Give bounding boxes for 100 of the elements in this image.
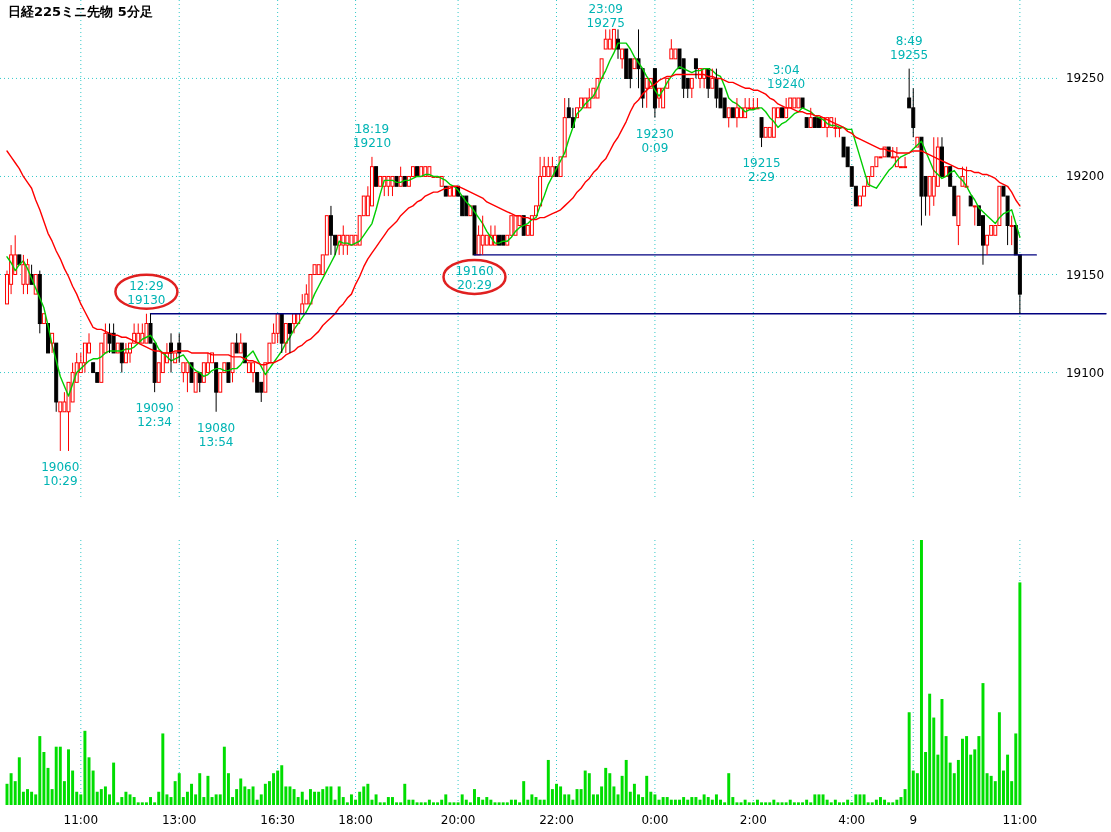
bar: [239, 778, 243, 805]
candlestick: [964, 166, 969, 188]
bar: [99, 789, 103, 805]
bar: [509, 799, 513, 805]
candlestick: [644, 77, 649, 109]
bar: [764, 802, 768, 805]
bar: [17, 757, 21, 805]
bar: [83, 730, 87, 805]
bar: [222, 746, 226, 805]
annotation: 19215 2:29: [742, 156, 781, 185]
bar: [349, 794, 353, 805]
bar: [690, 797, 694, 805]
bar: [411, 799, 415, 805]
candlestick: [107, 323, 112, 354]
bar: [30, 791, 34, 805]
candlestick: [275, 313, 280, 344]
annotation: 8:49 19255: [890, 33, 929, 62]
bar: [288, 786, 292, 805]
bar: [501, 802, 505, 805]
candlestick: [480, 215, 485, 256]
y-tick-label: 19100: [1065, 365, 1105, 380]
bar: [813, 794, 817, 805]
bar: [829, 802, 833, 805]
candlestick: [300, 293, 305, 315]
bar: [653, 794, 657, 805]
bar: [891, 802, 895, 805]
bar: [989, 775, 993, 805]
bar: [325, 786, 329, 805]
bar: [977, 736, 981, 805]
x-tick-label: 2:00: [739, 813, 767, 827]
annotation: 18:19 19210: [352, 121, 392, 150]
bar: [883, 799, 887, 805]
bar: [103, 786, 107, 805]
bar: [132, 797, 136, 805]
bar: [559, 786, 563, 805]
bar: [386, 797, 390, 805]
bar: [300, 791, 304, 805]
candlestick: [620, 48, 625, 70]
bar: [54, 746, 58, 805]
bar: [706, 797, 710, 805]
bar: [854, 794, 858, 805]
bar: [583, 770, 587, 805]
bar: [210, 797, 214, 805]
bar: [624, 759, 628, 805]
y-tick-label: 19250: [1065, 71, 1105, 86]
bar: [604, 767, 608, 805]
bar: [489, 799, 493, 805]
bar: [821, 794, 825, 805]
candlestick: [386, 175, 391, 197]
x-tick-label: 13:00: [161, 813, 197, 827]
bar: [751, 802, 755, 805]
candlestick: [607, 28, 612, 50]
bar: [308, 789, 312, 805]
bar: [436, 802, 440, 805]
chart-title: 日経225ミニ先物 5分足: [8, 4, 153, 19]
bar: [374, 794, 378, 805]
bar: [444, 794, 448, 805]
candlestick: [144, 313, 149, 344]
x-tick-label: 4:00: [838, 813, 866, 827]
bar: [678, 799, 681, 805]
bar: [505, 802, 509, 805]
bar: [919, 540, 923, 805]
bar: [760, 802, 764, 805]
bar: [682, 797, 686, 805]
bar: [366, 783, 370, 805]
bar: [632, 783, 636, 805]
bar: [460, 794, 464, 805]
bar: [768, 802, 772, 805]
bar: [846, 799, 850, 805]
x-tick-label: 9: [909, 813, 918, 827]
bar: [190, 783, 194, 805]
candlestick: [603, 28, 608, 50]
bar: [317, 791, 321, 805]
bar: [665, 797, 669, 805]
candlestick: [919, 136, 924, 226]
bar: [149, 797, 152, 805]
bar: [9, 773, 13, 805]
bar: [555, 783, 558, 805]
candlestick: [390, 175, 395, 197]
bar: [390, 797, 394, 805]
bar: [292, 789, 296, 805]
bar: [817, 794, 821, 805]
candlestick: [58, 401, 63, 452]
bar: [161, 733, 165, 805]
bar: [772, 799, 776, 805]
bar: [714, 794, 718, 805]
bar: [481, 799, 485, 805]
bar: [497, 802, 501, 805]
bar: [403, 783, 407, 805]
x-tick-label: 22:00: [539, 813, 574, 827]
bar: [432, 802, 435, 805]
x-tick-label: 11:00: [1002, 813, 1038, 827]
bar: [247, 789, 251, 805]
x-tick-label: 16:30: [260, 813, 295, 827]
bar: [805, 799, 809, 805]
annotation: 12:29 19130: [127, 278, 166, 307]
y-tick-label: 19150: [1065, 267, 1105, 282]
bar: [669, 799, 673, 805]
bar: [944, 736, 948, 805]
candlestick: [54, 342, 59, 413]
